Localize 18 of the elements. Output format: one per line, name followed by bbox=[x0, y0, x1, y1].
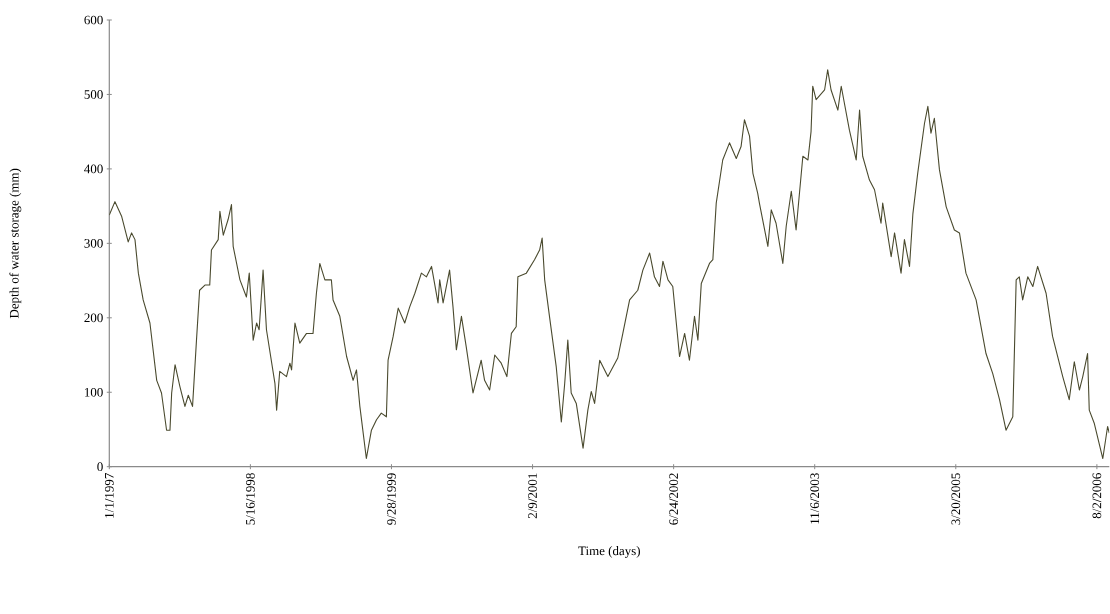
x-tick-label: 8/2/2006 bbox=[1092, 473, 1102, 519]
y-tick-label: 200 bbox=[84, 313, 103, 323]
x-tick-label: 1/1/1997 bbox=[104, 473, 114, 518]
x-tick-label: 11/6/2003 bbox=[810, 473, 820, 524]
x-tick-label: 5/16/1998 bbox=[246, 473, 255, 525]
x-tick-label: 2/9/2001 bbox=[528, 473, 537, 519]
x-tick-label: 6/24/2002 bbox=[669, 473, 678, 525]
y-tick-label: 100 bbox=[84, 387, 103, 397]
y-tick-label: 300 bbox=[84, 238, 103, 248]
y-tick-label: 0 bbox=[97, 462, 103, 472]
y-axis-title: Depth of water storage (mm) bbox=[9, 168, 22, 319]
x-tick-label: 3/20/2005 bbox=[951, 473, 961, 525]
x-axis-title: Time (days) bbox=[578, 546, 640, 558]
line-series bbox=[109, 69, 1110, 460]
y-tick-label: 500 bbox=[84, 90, 103, 99]
y-tick-label: 600 bbox=[84, 15, 103, 25]
y-tick-label: 400 bbox=[84, 164, 103, 174]
x-tick-label: 9/28/1999 bbox=[387, 473, 396, 525]
